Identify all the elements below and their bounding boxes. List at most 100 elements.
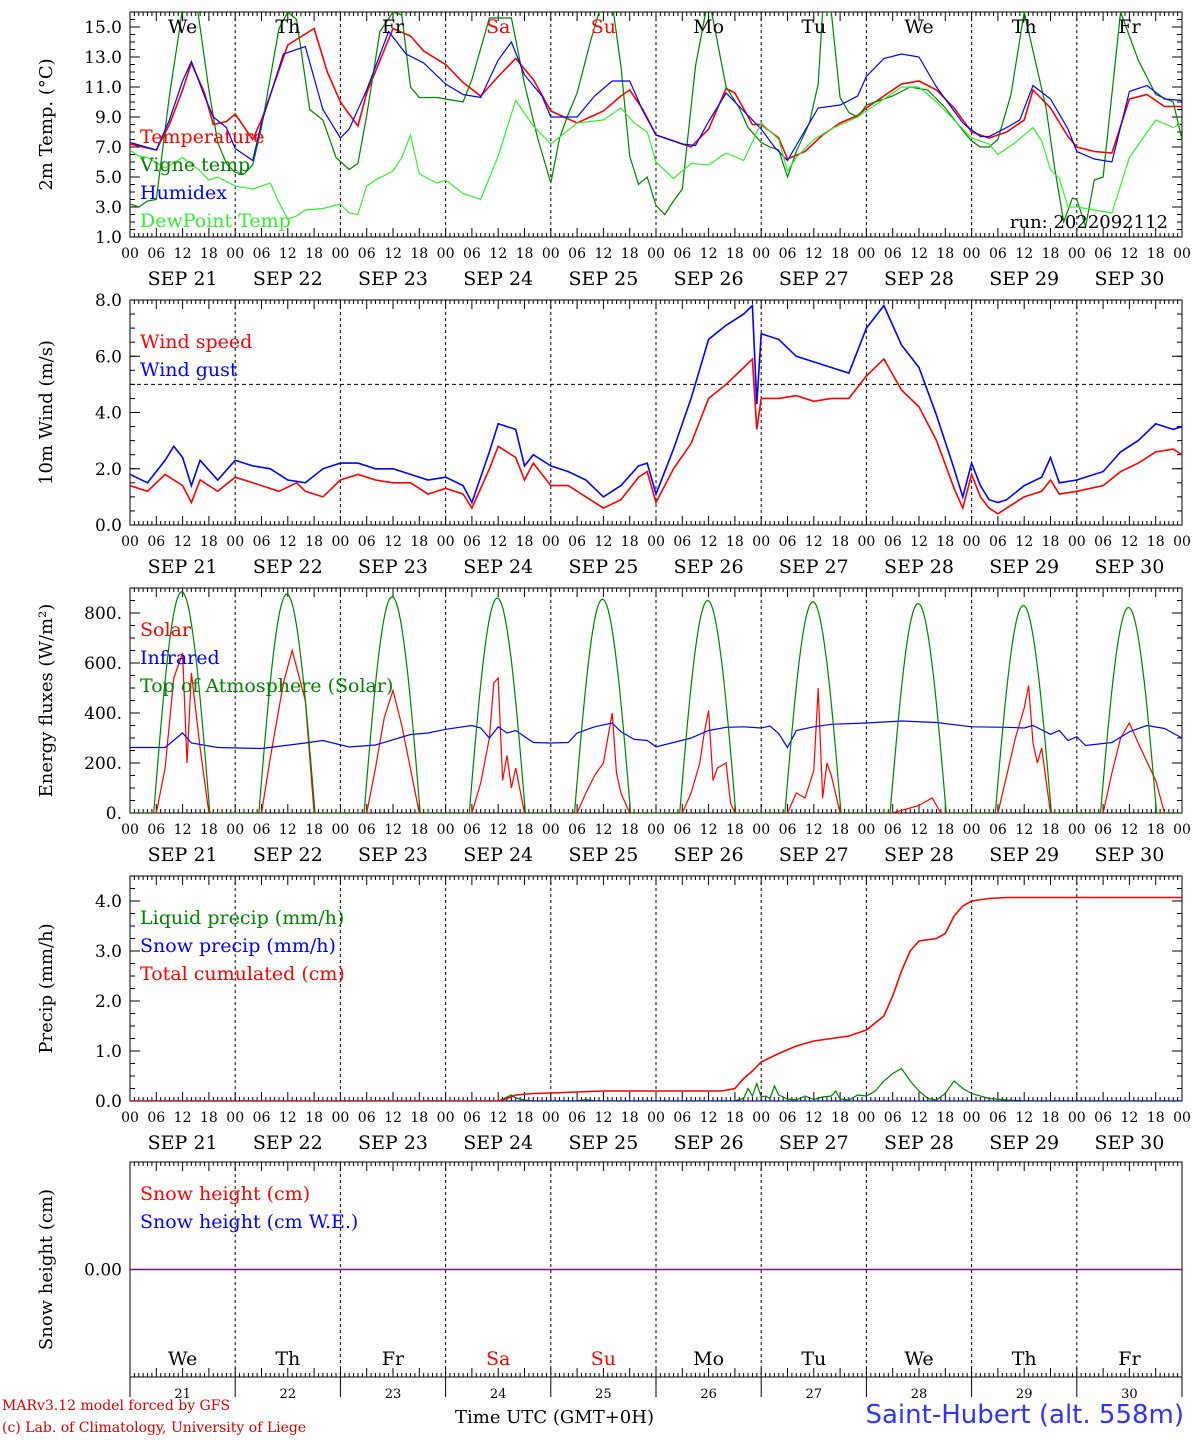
- day-number: 24: [490, 1387, 507, 1400]
- hour-label: 18: [516, 246, 534, 262]
- y-axis-label: 10m Wind (m/s): [36, 340, 57, 485]
- y-tick-label: 0.00: [84, 1261, 122, 1281]
- date-label: SEP 23: [358, 1132, 428, 1154]
- day-number: 23: [385, 1387, 402, 1400]
- date-label: SEP 30: [1094, 556, 1164, 578]
- day-name: Mo: [693, 16, 724, 38]
- hour-label: 12: [1120, 1110, 1138, 1126]
- hour-label: 06: [1094, 534, 1112, 550]
- legend-entry: Wind gust: [140, 359, 238, 381]
- legend-entry: Infrared: [140, 647, 220, 669]
- hour-label: 06: [1094, 246, 1112, 262]
- date-label: SEP 28: [884, 268, 954, 290]
- hour-label: 18: [726, 1110, 744, 1126]
- hour-label: 18: [621, 1110, 639, 1126]
- y-tick-label: 3.0: [95, 198, 122, 218]
- hour-label: 18: [410, 1110, 428, 1126]
- hour-label: 00: [857, 246, 875, 262]
- day-name: Fr: [382, 16, 405, 38]
- hour-label: 06: [568, 246, 586, 262]
- legend-entry: Temperature: [140, 126, 264, 148]
- hour-label: 00: [1068, 534, 1086, 550]
- day-name: Th: [1012, 1348, 1037, 1370]
- day-name: Fr: [1118, 1348, 1141, 1370]
- y-tick-label: 2.0: [95, 460, 122, 480]
- date-label: SEP 23: [358, 556, 428, 578]
- y-tick-label: 200.: [84, 754, 122, 774]
- hour-label: 00: [1068, 822, 1086, 838]
- hour-label: 18: [200, 1110, 218, 1126]
- y-tick-label: 800.: [84, 604, 122, 624]
- date-label: SEP 22: [253, 844, 323, 866]
- date-label: SEP 29: [989, 268, 1059, 290]
- day-number: 22: [280, 1387, 297, 1400]
- y-tick-label: 5.0: [95, 168, 122, 188]
- series-dewpoint-temp: [130, 86, 1182, 220]
- date-label: SEP 30: [1094, 1132, 1164, 1154]
- hour-label: 06: [253, 1110, 271, 1126]
- hour-label: 18: [831, 246, 849, 262]
- hour-label: 06: [463, 246, 481, 262]
- hour-label: 12: [174, 822, 192, 838]
- hour-label: 00: [647, 1110, 665, 1126]
- hour-label: 06: [253, 246, 271, 262]
- hour-label: 06: [358, 822, 376, 838]
- hour-label: 12: [700, 246, 718, 262]
- day-name: Sa: [486, 16, 510, 38]
- day-number: 28: [911, 1387, 928, 1400]
- legend-entry: Snow height (cm W.E.): [140, 1211, 358, 1233]
- hour-label: 06: [568, 1110, 586, 1126]
- day-number: 25: [595, 1387, 612, 1400]
- date-label: SEP 27: [779, 556, 849, 578]
- hour-label: 00: [857, 822, 875, 838]
- day-name: We: [904, 16, 933, 38]
- hour-label: 18: [1042, 1110, 1060, 1126]
- date-label: SEP 27: [779, 268, 849, 290]
- y-axis-label: Energy fluxes (W/m²): [36, 604, 57, 798]
- day-number: 30: [1121, 1387, 1138, 1400]
- series-infrared: [130, 720, 1182, 750]
- y-axis-label: Precip (mm/h): [36, 923, 57, 1053]
- hour-label: 00: [331, 246, 349, 262]
- hour-label: 00: [226, 246, 244, 262]
- y-tick-label: 4.0: [95, 404, 122, 424]
- legend-entry: Liquid precip (mm/h): [140, 907, 344, 929]
- hour-label: 18: [305, 1110, 323, 1126]
- date-label: SEP 23: [358, 844, 428, 866]
- x-axis-title: Time UTC (GMT+0H): [455, 1407, 654, 1428]
- hour-label: 12: [700, 1110, 718, 1126]
- hour-label: 18: [305, 822, 323, 838]
- day-name: Th: [1012, 16, 1037, 38]
- date-label: SEP 22: [253, 1132, 323, 1154]
- hour-label: 00: [121, 822, 139, 838]
- series-liquid-precip-mm-h: [130, 1067, 1182, 1101]
- panel-wind: [129, 299, 1183, 526]
- date-label: SEP 21: [148, 844, 218, 866]
- hour-label: 00: [647, 534, 665, 550]
- panel-temp: [129, 11, 1183, 238]
- hour-label: 12: [1015, 822, 1033, 838]
- date-label: SEP 24: [463, 556, 533, 578]
- hour-label: 06: [1094, 1110, 1112, 1126]
- date-label: SEP 28: [884, 844, 954, 866]
- legend-entry: Top of Atmosphere (Solar): [140, 675, 393, 697]
- hour-label: 06: [989, 534, 1007, 550]
- date-label: SEP 30: [1094, 268, 1164, 290]
- hour-label: 12: [594, 534, 612, 550]
- y-tick-label: 400.: [84, 704, 122, 724]
- hour-label: 00: [963, 822, 981, 838]
- hour-label: 00: [121, 1110, 139, 1126]
- hour-label: 18: [516, 1110, 534, 1126]
- legend-entry: DewPoint Temp: [140, 210, 291, 232]
- hour-label: 06: [884, 246, 902, 262]
- hour-label: 18: [1042, 534, 1060, 550]
- hour-label: 18: [200, 822, 218, 838]
- hour-label: 12: [805, 534, 823, 550]
- hour-label: 00: [963, 1110, 981, 1126]
- hour-label: 00: [1173, 246, 1191, 262]
- y-tick-label: 13.0: [84, 48, 122, 68]
- y-tick-label: 6.0: [95, 347, 122, 367]
- hour-label: 00: [331, 822, 349, 838]
- hour-label: 12: [805, 246, 823, 262]
- hour-label: 18: [516, 822, 534, 838]
